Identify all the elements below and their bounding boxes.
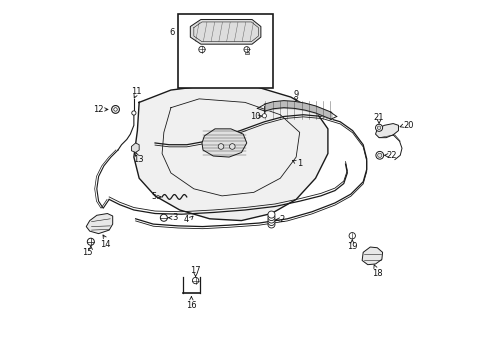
Circle shape [378, 153, 382, 157]
Circle shape [87, 238, 95, 245]
Text: 10: 10 [250, 112, 261, 121]
Polygon shape [190, 19, 261, 44]
Text: 3: 3 [172, 213, 178, 222]
Text: 6: 6 [170, 28, 175, 37]
Circle shape [218, 144, 224, 149]
Text: 17: 17 [190, 266, 201, 275]
Text: 2: 2 [280, 215, 285, 224]
Circle shape [268, 221, 275, 228]
Circle shape [268, 216, 275, 223]
Text: 18: 18 [372, 269, 383, 278]
Text: 20: 20 [404, 121, 414, 130]
Text: 13: 13 [133, 154, 144, 163]
Circle shape [268, 219, 275, 225]
Circle shape [132, 111, 136, 115]
Circle shape [262, 114, 267, 118]
Text: 15: 15 [82, 248, 92, 257]
Circle shape [268, 213, 275, 221]
Circle shape [349, 233, 355, 239]
Circle shape [229, 144, 235, 149]
Polygon shape [375, 123, 398, 138]
Polygon shape [362, 247, 383, 265]
Text: 8: 8 [261, 48, 266, 57]
Polygon shape [86, 213, 113, 234]
Text: 16: 16 [186, 301, 196, 310]
Bar [178, 14, 273, 88]
Circle shape [376, 152, 384, 159]
Circle shape [244, 47, 249, 52]
Polygon shape [134, 85, 328, 221]
Text: 4: 4 [183, 215, 189, 224]
Text: 22: 22 [386, 151, 396, 160]
Circle shape [112, 105, 120, 113]
Polygon shape [131, 143, 139, 153]
Bar [245, 51, 248, 54]
Polygon shape [202, 129, 247, 157]
Circle shape [114, 108, 117, 111]
Text: 1: 1 [297, 158, 302, 167]
Text: 11: 11 [131, 87, 142, 96]
Text: 12: 12 [93, 105, 103, 114]
Circle shape [375, 124, 383, 131]
Circle shape [268, 211, 275, 218]
Circle shape [199, 46, 205, 53]
Text: 5: 5 [151, 193, 157, 202]
Text: 19: 19 [347, 242, 358, 251]
Text: 7: 7 [190, 49, 196, 58]
Circle shape [160, 214, 168, 221]
Text: 21: 21 [374, 113, 384, 122]
Circle shape [377, 126, 381, 130]
Text: 14: 14 [100, 240, 111, 249]
Circle shape [193, 277, 199, 284]
Text: 9: 9 [294, 90, 299, 99]
